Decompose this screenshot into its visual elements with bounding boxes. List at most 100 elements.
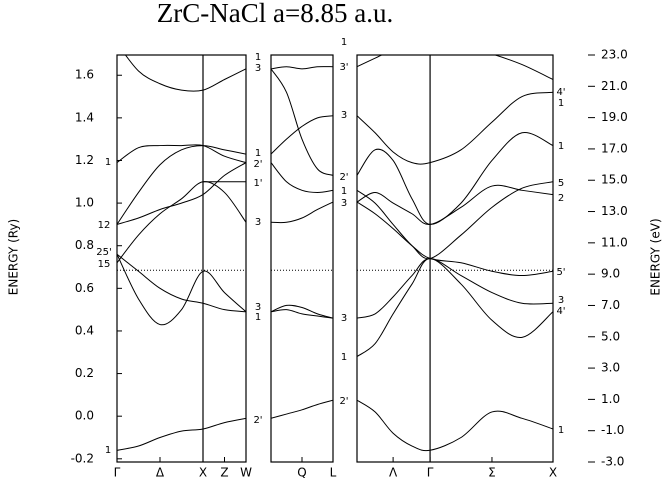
band-line — [117, 145, 246, 225]
band-line — [357, 55, 553, 80]
y2-tick-label: 17.0 — [601, 141, 628, 155]
y-tick-label: 1.6 — [75, 68, 94, 82]
band-label: 1 — [341, 37, 347, 48]
x-tick-label: X — [199, 466, 207, 480]
band-line — [117, 181, 246, 264]
y2-tick-label: 1.0 — [601, 392, 620, 406]
band-label: 1 — [558, 141, 564, 152]
band-label: 1 — [255, 312, 261, 323]
band-line — [117, 162, 246, 225]
band-label: 15 — [98, 259, 111, 270]
bands — [357, 55, 553, 452]
y2-axis-title: ENERGY (eV) — [649, 218, 663, 295]
band-label: 3 — [341, 110, 347, 121]
x-tick-label: W — [240, 466, 252, 480]
band-line — [271, 115, 333, 155]
band-line — [357, 91, 553, 165]
y-tick-label: 1.0 — [75, 196, 94, 210]
band-label: 3 — [341, 313, 347, 324]
band-line — [357, 257, 553, 357]
band-label: 2 — [558, 193, 564, 204]
band-line — [357, 201, 553, 277]
x-tick-label: Q — [297, 466, 306, 480]
y-axis-title: ENERGY (Ry) — [7, 219, 21, 295]
band-line — [117, 254, 246, 326]
y-tick-label: 0.0 — [75, 409, 94, 423]
band-label: 1 — [105, 445, 111, 456]
band-label: 25' — [96, 247, 111, 258]
x-tick-label: Γ — [114, 466, 121, 480]
y-tick-label: 1.4 — [75, 110, 94, 124]
band-label: 1 — [255, 52, 261, 63]
y-tick-label: 0.2 — [75, 366, 94, 380]
band-label: 3 — [255, 217, 261, 228]
y2-tick-label: 21.0 — [601, 79, 628, 93]
band-label: 3 — [255, 63, 261, 74]
y2-tick-label: 19.0 — [601, 110, 628, 124]
band-label: 2' — [339, 396, 348, 407]
band-line — [271, 309, 333, 319]
y-tick-label: 1.2 — [75, 153, 94, 167]
y2-tick-label: 3.0 — [601, 361, 620, 375]
band-line — [271, 304, 333, 319]
band-label: 1 — [341, 352, 347, 363]
band-line — [357, 399, 553, 452]
y2-tick-label: 23.0 — [601, 48, 628, 62]
y2-tick-label: -3.0 — [601, 455, 624, 469]
band-label: 4' — [556, 87, 565, 98]
band-line — [357, 184, 553, 225]
band-label: 1 — [255, 148, 261, 159]
bands — [117, 55, 246, 451]
band-line — [271, 68, 333, 176]
band-line — [117, 417, 246, 451]
band-label: 3 — [255, 302, 261, 313]
x-tick-label: Δ — [156, 466, 165, 480]
band-line — [117, 253, 246, 313]
band-label: 1 — [558, 98, 564, 109]
y2-tick-label: 11.0 — [601, 235, 628, 249]
band-line — [117, 144, 246, 164]
x-tick-label: Λ — [389, 466, 398, 480]
band-label: 1' — [253, 178, 262, 189]
y2-tick-label: -1.0 — [601, 423, 624, 437]
x-tick-label: Γ — [427, 466, 434, 480]
band-label: 2' — [339, 172, 348, 183]
band-line — [357, 132, 553, 225]
x-tick-label: X — [549, 466, 557, 480]
band-line — [271, 162, 333, 193]
band-line — [124, 55, 246, 92]
band-line — [271, 399, 333, 419]
y2-tick-label: 15.0 — [601, 173, 628, 187]
band-label: 1 — [558, 425, 564, 436]
band-label: 2' — [253, 159, 262, 170]
band-label: 12 — [98, 220, 111, 231]
chart-title: ZrC-NaCl a=8.85 a.u. — [157, 0, 393, 28]
band-label: 3' — [339, 62, 348, 73]
panel-frame — [270, 54, 334, 463]
band-line — [357, 181, 553, 260]
y2-tick-label: 5.0 — [601, 329, 620, 343]
band-label: 5 — [558, 178, 564, 189]
y2-tick-label: 9.0 — [601, 267, 620, 281]
band-line — [271, 66, 333, 70]
y2-tick-label: 13.0 — [601, 204, 628, 218]
band-label: 3 — [341, 198, 347, 209]
y-tick-label: 0.8 — [75, 238, 94, 252]
x-tick-label: Σ — [488, 466, 496, 480]
band-label: 2' — [253, 415, 262, 426]
x-tick-label: L — [330, 466, 337, 480]
band-label: 1 — [341, 186, 347, 197]
band-label: 5' — [556, 267, 565, 278]
panel-frame — [116, 54, 247, 463]
bands — [271, 66, 333, 419]
band-label: 1 — [105, 157, 111, 168]
band-line — [271, 201, 333, 224]
x-tick-label: Z — [220, 466, 228, 480]
band-label: 3 — [558, 295, 564, 306]
y-tick-label: 0.4 — [75, 323, 94, 337]
band-label: 4' — [556, 306, 565, 317]
band-line — [357, 257, 553, 319]
y2-tick-label: 7.0 — [601, 298, 620, 312]
y-tick-label: 0.6 — [75, 281, 94, 295]
